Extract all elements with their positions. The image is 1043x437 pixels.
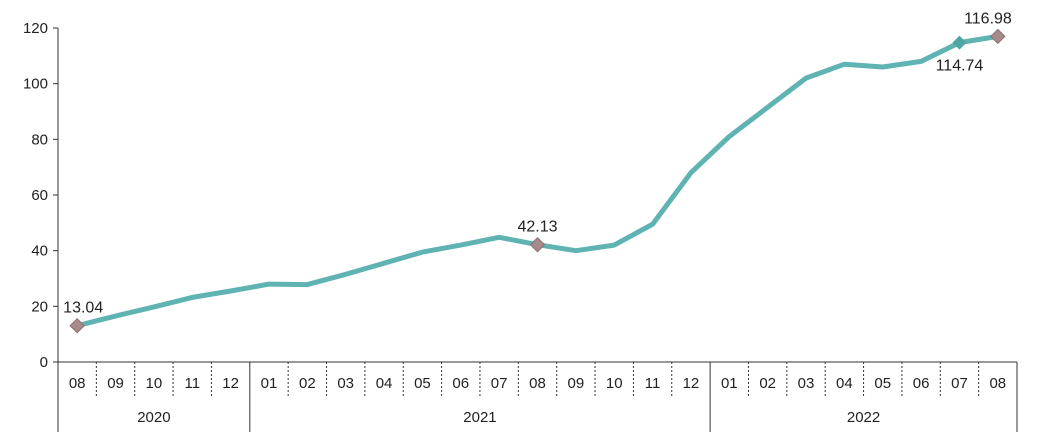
x-tick-label: 02 (299, 375, 316, 392)
x-tick-label: 10 (146, 375, 163, 392)
data-point-marker (990, 28, 1006, 45)
series-line-group (74, 33, 1001, 329)
x-tick-label: 04 (376, 375, 393, 392)
x-tick-label: 01 (721, 375, 738, 392)
x-year-label: 2020 (137, 409, 170, 426)
x-tick-label: 04 (836, 375, 853, 392)
annotations: 13.04 42.13 114.74 116.98 (63, 10, 1012, 334)
x-tick-label: 05 (874, 375, 891, 392)
x-tick-label: 02 (759, 375, 776, 392)
x-tick-label: 03 (337, 375, 354, 392)
y-tick-label: 20 (31, 298, 48, 315)
data-point-marker (529, 237, 546, 253)
data-label: 13.04 (63, 300, 103, 317)
data-point-marker (952, 35, 967, 50)
x-tick-label: 07 (951, 375, 968, 392)
y-tick-label: 80 (31, 131, 48, 148)
x-tick-label: 06 (913, 375, 930, 392)
x-year-label: 2022 (847, 409, 880, 426)
x-tick-label: 03 (798, 375, 815, 392)
y-tick-label: 100 (23, 76, 48, 93)
x-axis: 08 09 10 11 12 01 02 03 04 05 06 07 08 09 10 11 12 01 02 03… (57, 361, 1018, 432)
x-tick-label: 11 (645, 375, 661, 392)
x-tick-label: 09 (107, 375, 124, 392)
x-tick-label: 07 (491, 375, 508, 392)
y-tick-label: 120 (23, 20, 48, 37)
x-tick-label: 12 (683, 375, 700, 392)
x-tick-label: 11 (184, 375, 200, 392)
data-label: 42.13 (517, 219, 557, 236)
x-tick-label: 12 (222, 375, 239, 392)
series-line (74, 33, 1001, 329)
x-tick-label: 09 (568, 375, 585, 392)
data-label: 114.74 (936, 58, 984, 75)
data-point-marker (69, 317, 85, 334)
data-label: 116.98 (964, 10, 1012, 27)
x-tick-label: 08 (69, 375, 86, 392)
x-tick-label: 10 (606, 375, 623, 392)
x-tick-label: 06 (452, 375, 469, 392)
y-axis: 0 20 40 60 80 100 120 (23, 20, 59, 371)
y-tick-label: 40 (31, 243, 48, 260)
x-tick-label: 05 (414, 375, 431, 392)
x-tick-label: 08 (529, 375, 546, 392)
x-tick-label: 08 (989, 375, 1006, 392)
x-tick-label: 01 (261, 375, 278, 392)
x-year-label: 2021 (463, 409, 496, 426)
y-tick-label: 0 (40, 354, 48, 371)
y-tick-label: 60 (31, 187, 48, 204)
